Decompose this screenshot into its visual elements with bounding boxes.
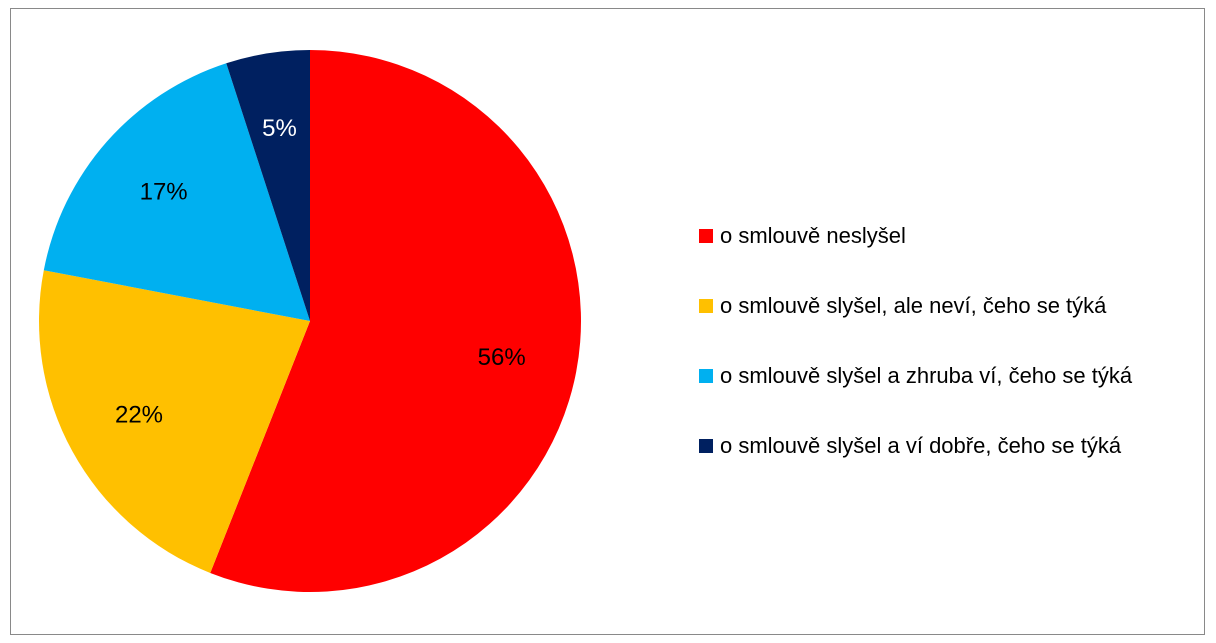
legend-item: o smlouvě slyšel a zhruba ví, čeho se tý… (699, 359, 1132, 393)
slice-data-label: 56% (478, 344, 526, 371)
slice-data-label: 22% (115, 401, 163, 428)
legend-swatch (699, 439, 713, 453)
pie-chart: 56% 22% 17% 5% (38, 50, 581, 592)
legend-swatch (699, 369, 713, 383)
slice-data-label: 5% (262, 115, 297, 142)
legend-label: o smlouvě slyšel a ví dobře, čeho se týk… (720, 433, 1122, 458)
slice-data-label: 17% (140, 178, 188, 205)
legend-label: o smlouvě slyšel, ale neví, čeho se týká (720, 293, 1107, 318)
pie-slice (226, 50, 310, 321)
legend-label: o smlouvě slyšel a zhruba ví, čeho se tý… (720, 363, 1133, 388)
legend-item: o smlouvě neslyšel (699, 219, 1132, 253)
pie-slice (210, 50, 581, 592)
legend-swatch (699, 299, 713, 313)
pie-slice (43, 63, 310, 322)
chart-area: 56% 22% 17% 5% o smlouvě neslyšel o smlouvě … (10, 8, 1205, 635)
legend-item: o smlouvě slyšel, ale neví, čeho se týká (699, 289, 1132, 323)
legend-swatch (699, 229, 713, 243)
pie-slice (38, 270, 311, 573)
legend-label: o smlouvě neslyšel (720, 223, 906, 248)
legend: o smlouvě neslyšel o smlouvě slyšel, ale … (699, 219, 1132, 499)
legend-item: o smlouvě slyšel a ví dobře, čeho se týk… (699, 429, 1132, 463)
